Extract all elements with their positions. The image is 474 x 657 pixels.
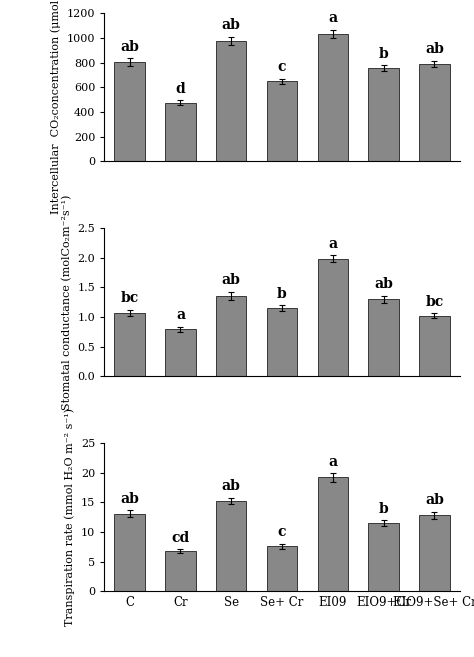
Bar [114,514,145,591]
Text: ab: ab [222,479,241,493]
Bar [368,299,399,376]
Text: a: a [328,11,337,26]
Y-axis label: Transpiration rate (mmol H₂O m⁻² s⁻¹): Transpiration rate (mmol H₂O m⁻² s⁻¹) [65,408,75,626]
Text: ab: ab [120,40,139,54]
Bar [368,68,399,162]
Bar [368,523,399,591]
Text: bc: bc [425,295,444,309]
Bar [318,259,348,376]
Y-axis label: Stomatal conductance (molCo₂m⁻²s⁻¹): Stomatal conductance (molCo₂m⁻²s⁻¹) [62,194,72,410]
Text: bc: bc [120,292,139,306]
Bar [318,478,348,591]
Bar [114,313,145,376]
Y-axis label: Intercellular  CO₂concentration (μmol mol⁻¹): Intercellular CO₂concentration (μmol mol… [51,0,61,214]
Bar [267,81,297,162]
Bar [419,515,450,591]
Bar [216,296,246,376]
Text: a: a [328,455,337,469]
Bar [318,34,348,162]
Text: cd: cd [171,531,190,545]
Text: ab: ab [374,277,393,291]
Bar [419,316,450,376]
Text: ab: ab [222,273,241,287]
Text: ab: ab [120,491,139,506]
Text: a: a [328,237,337,251]
Bar [114,62,145,162]
Text: b: b [277,286,287,301]
Bar [216,41,246,162]
Bar [165,330,196,376]
Text: b: b [379,47,389,60]
Bar [216,501,246,591]
Text: ab: ab [425,493,444,507]
Text: a: a [176,308,185,322]
Text: ab: ab [425,42,444,57]
Text: b: b [379,502,389,516]
Text: c: c [278,526,286,539]
Text: d: d [175,81,185,96]
Bar [165,551,196,591]
Bar [419,64,450,162]
Bar [267,308,297,376]
Text: ab: ab [222,18,241,32]
Bar [267,546,297,591]
Bar [165,102,196,162]
Text: c: c [278,60,286,74]
